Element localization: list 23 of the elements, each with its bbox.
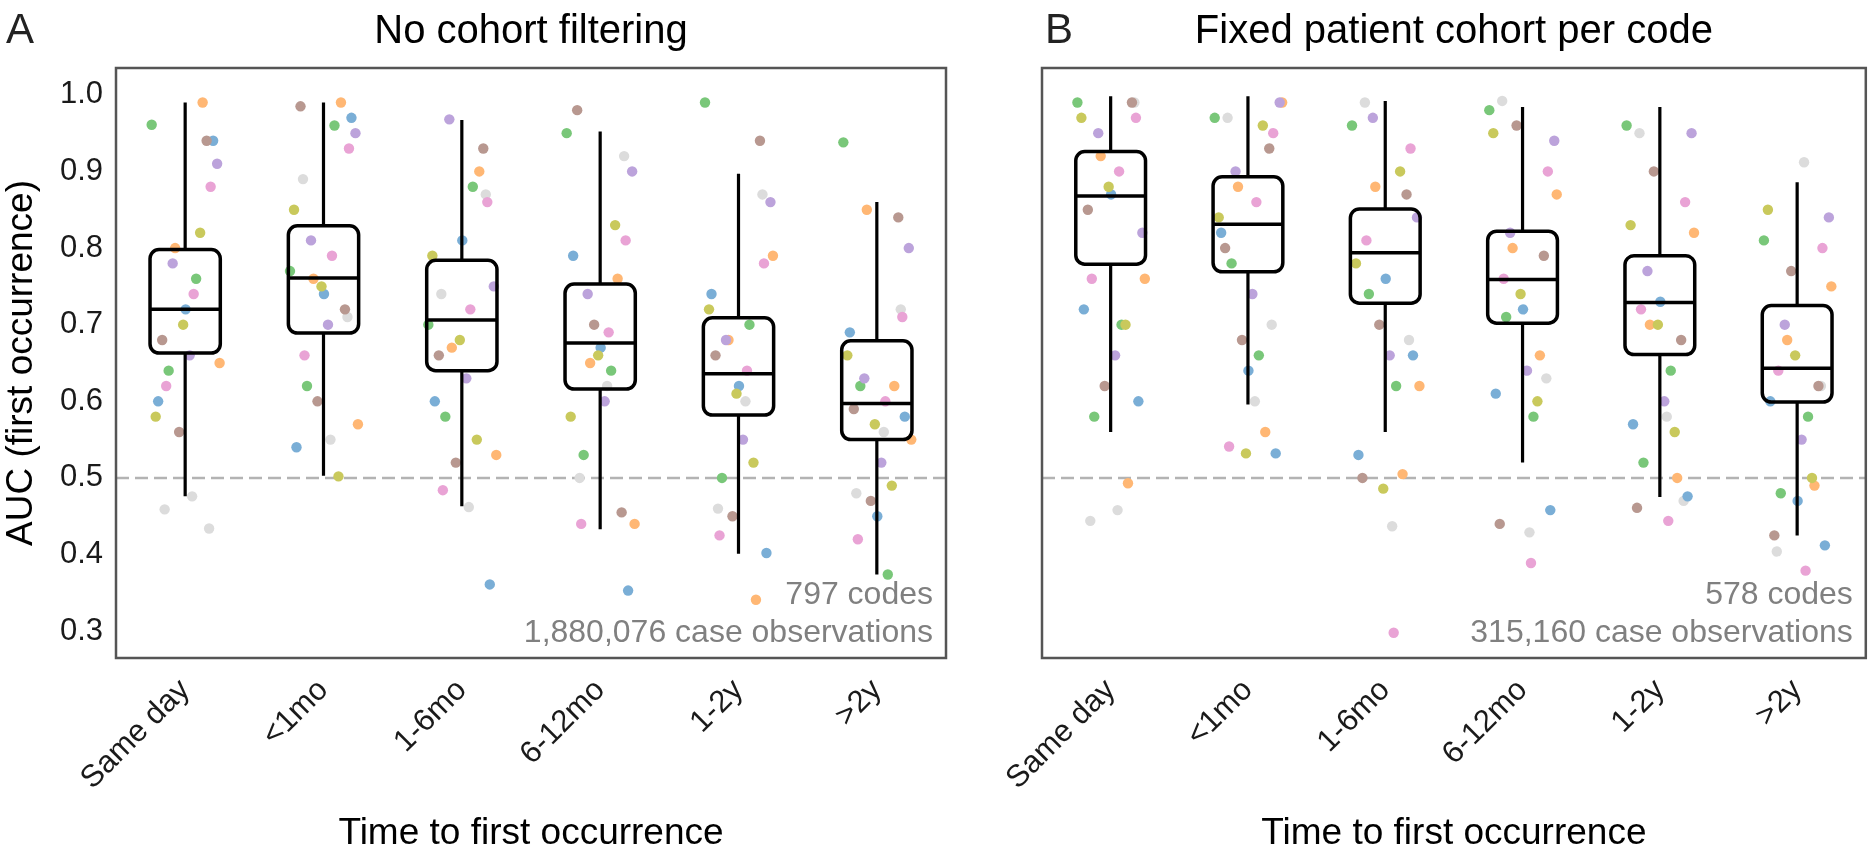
y-tick-label: 1.0 <box>59 75 103 111</box>
x-tick-label: >2y <box>1747 671 1809 733</box>
y-tick-label: 0.9 <box>59 151 103 187</box>
y-tick-label: 0.5 <box>59 458 103 494</box>
annotation: 797 codes <box>785 575 933 611</box>
annotation: 578 codes <box>1705 575 1853 611</box>
chart-title: Fixed patient cohort per code <box>1194 7 1713 52</box>
x-tick-label: 1-2y <box>1603 671 1672 739</box>
y-tick-label: 0.8 <box>59 228 103 264</box>
y-tick-label: 0.4 <box>59 535 103 571</box>
text: B <box>1045 4 1074 52</box>
text: A <box>6 4 35 52</box>
x-tick-label: >2y <box>827 671 889 733</box>
y-tick-label: 0.7 <box>59 305 103 341</box>
annotation: 1,880,076 case observations <box>523 613 933 649</box>
y-tick-label: 0.3 <box>59 611 103 647</box>
x-axis-title: Time to first occurrence <box>338 811 724 852</box>
y-tick-label: 0.6 <box>59 381 103 417</box>
x-tick-label: 1-2y <box>682 671 750 739</box>
y-axis-title: AUC (first occurrence) <box>0 180 41 546</box>
x-axis-title: Time to first occurrence <box>1261 811 1647 852</box>
chart-title: No cohort filtering <box>374 7 688 52</box>
annotation: 315,160 case observations <box>1470 613 1853 649</box>
